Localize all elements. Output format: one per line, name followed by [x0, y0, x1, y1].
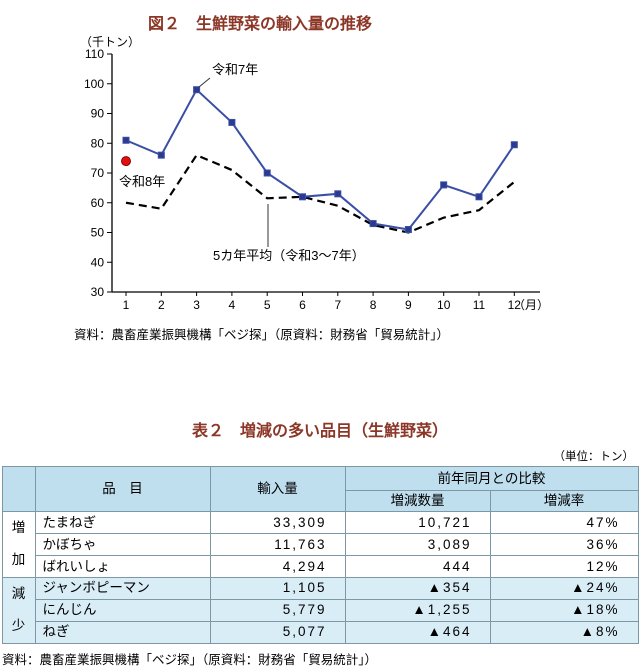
- cell-import: 1,105: [209, 576, 346, 600]
- cell-qty: ▲464: [344, 620, 491, 644]
- annotation-reiwa7-leader: [198, 77, 211, 88]
- group-cell-decrease: 減少: [1, 576, 36, 644]
- cell-import: 4,294: [209, 554, 346, 578]
- col-header-rate: 増減率: [489, 490, 639, 512]
- table-unit-note: （単位：トン）: [553, 451, 635, 463]
- x-tick-label: 9: [405, 298, 412, 312]
- cell-import: 5,077: [209, 620, 346, 644]
- series-reiwa7-marker: [263, 169, 271, 177]
- series-reiwa7-marker: [440, 181, 448, 189]
- cell-import: 11,763: [209, 532, 346, 556]
- x-tick-label: 2: [158, 298, 165, 312]
- series-reiwa7-marker: [404, 226, 412, 234]
- cell-qty: 10,721: [344, 511, 491, 534]
- series-reiwa7-marker: [193, 86, 201, 94]
- col-header-item: 品 目: [34, 466, 211, 512]
- series-5yr-average-line: [125, 153, 515, 234]
- y-tick-label: 50: [91, 226, 105, 240]
- y-tick-label: 90: [91, 107, 105, 121]
- x-axis-unit-label: （月）: [513, 298, 549, 312]
- x-tick-label: 5: [264, 298, 271, 312]
- cell-item: たまねぎ: [34, 511, 211, 534]
- annotation-reiwa7: 令和7年: [212, 62, 258, 77]
- table-row: ねぎ 5,077 ▲464 ▲8%: [2, 620, 639, 644]
- group-label-increase: 増加: [11, 520, 26, 568]
- x-tick-label: 6: [299, 298, 306, 312]
- series-reiwa7-marker: [334, 190, 342, 198]
- cell-item: ジャンボピーマン: [34, 576, 211, 600]
- col-header-import: 輸入量: [209, 466, 346, 512]
- cell-rate: ▲18%: [489, 598, 639, 622]
- group-label-decrease: 減少: [11, 585, 26, 634]
- y-tick-label: 80: [91, 136, 105, 150]
- annotation-5yr-average: 5カ年平均（令和3～7年）: [213, 248, 365, 263]
- x-tick-label: 12: [508, 298, 522, 312]
- cell-qty: ▲1,255: [344, 598, 491, 622]
- cell-item: かぼちゃ: [34, 532, 211, 556]
- y-tick-label: 30: [91, 285, 105, 299]
- series-reiwa7-marker: [228, 118, 236, 126]
- cell-item: ばれいしょ: [34, 554, 211, 578]
- x-tick-label: 11: [473, 298, 486, 312]
- y-tick-label: 70: [91, 166, 105, 180]
- annotation-reiwa8: 令和8年: [119, 174, 165, 189]
- cell-rate: 47%: [489, 511, 639, 534]
- cell-rate: ▲24%: [489, 576, 639, 600]
- chart-section: 図２ 生鮮野菜の輸入量の推移 （千トン） 30 40 50 60 70 80 90 100 110…: [0, 10, 640, 343]
- x-tick-label: 4: [229, 298, 236, 312]
- cell-item: にんじん: [34, 598, 211, 622]
- table-row: ばれいしょ 4,294 444 12%: [2, 554, 639, 578]
- x-tick-label: 1: [123, 298, 130, 312]
- table-row: 減少 ジャンボピーマン 1,105 ▲354 ▲24%: [1, 576, 639, 644]
- series-reiwa7-marker: [122, 136, 130, 144]
- series-reiwa8-point: [121, 156, 131, 167]
- x-tick-label: 10: [437, 298, 451, 312]
- chart-source: 資料：農畜産業振興機構「ベジ探」（原資料：財務省「貿易統計」）: [74, 328, 450, 342]
- series-reiwa7-marker: [157, 151, 165, 159]
- series-reiwa7-marker: [299, 193, 306, 201]
- series-reiwa7-line: [125, 88, 516, 231]
- table-row: かぼちゃ 11,763 3,089 36%: [2, 532, 639, 556]
- col-header-comparison: 前年同月との比較: [344, 466, 639, 491]
- y-tick-label: 110: [85, 47, 104, 61]
- cell-rate: ▲8%: [489, 620, 639, 644]
- cell-item: ねぎ: [34, 620, 211, 644]
- table-row: にんじん 5,779 ▲1,255 ▲18%: [2, 598, 639, 622]
- x-tick-label: 3: [193, 298, 200, 312]
- y-tick-label: 100: [84, 77, 104, 91]
- y-axis-unit-label: （千トン）: [80, 35, 140, 49]
- y-tick-label: 60: [91, 196, 105, 210]
- cell-qty: 3,089: [344, 532, 491, 556]
- increase-decrease-table: 品 目 輸入量 前年同月との比較 増減数量 増減率 増加 たまねぎ 33,309…: [1, 466, 639, 644]
- table-section: 表２ 増減の多い品目（生鮮野菜） （単位：トン） 品 目 輸入量 前年同月との比…: [0, 417, 640, 668]
- series-reiwa7-marker: [475, 193, 483, 201]
- cell-rate: 12%: [489, 554, 639, 578]
- x-tick-label: 7: [334, 298, 341, 312]
- col-header-qty: 増減数量: [344, 490, 491, 512]
- table-row: 増加 たまねぎ 33,309 10,721 47%: [1, 511, 639, 578]
- table-source: 資料：農畜産業振興機構「ベジ探」（原資料：財務省「貿易統計」）: [2, 652, 378, 667]
- cell-qty: 444: [344, 554, 491, 578]
- series-reiwa7-marker: [510, 141, 518, 149]
- series-reiwa7-marker: [369, 220, 377, 228]
- group-cell-increase: 増加: [1, 511, 36, 578]
- y-tick-label: 40: [91, 255, 105, 269]
- cell-import: 5,779: [209, 598, 346, 622]
- x-tick-label: 8: [370, 298, 377, 312]
- table-title: 表２ 増減の多い品目（生鮮野菜）: [191, 423, 448, 440]
- cell-rate: 36%: [489, 532, 639, 556]
- cell-qty: ▲354: [344, 576, 491, 600]
- corner-cell: [1, 466, 36, 512]
- cell-import: 33,309: [209, 511, 346, 534]
- chart-title: 図２ 生鮮野菜の輸入量の推移: [147, 16, 372, 33]
